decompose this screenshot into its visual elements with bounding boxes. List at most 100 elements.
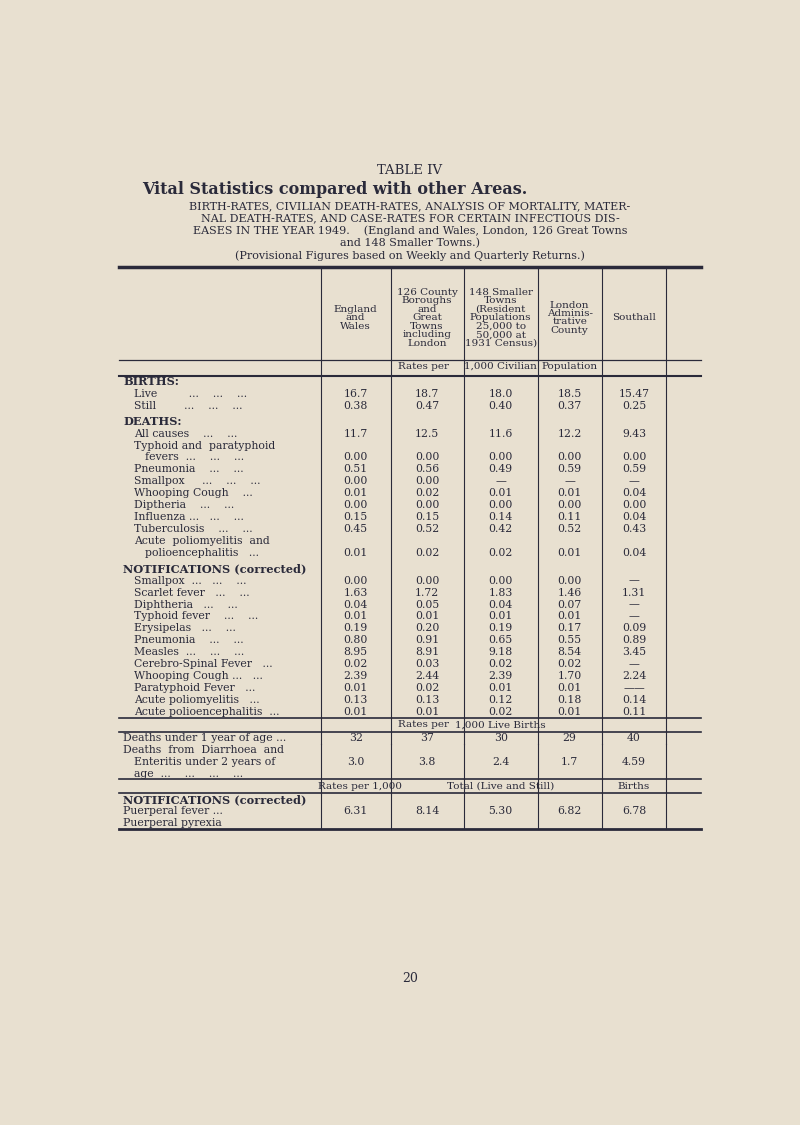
Text: 3.0: 3.0 [347,757,365,766]
Text: Vital Statistics compared with other Areas.: Vital Statistics compared with other Are… [142,181,528,198]
Text: 0.02: 0.02 [415,548,439,558]
Text: 0.15: 0.15 [344,512,368,522]
Text: 5.30: 5.30 [489,807,513,817]
Text: 18.5: 18.5 [558,389,582,399]
Text: London: London [550,300,590,309]
Text: 32: 32 [349,732,362,742]
Text: 0.59: 0.59 [622,465,646,475]
Text: 0.02: 0.02 [415,683,439,693]
Text: —: — [629,612,639,621]
Text: and: and [346,313,366,322]
Text: 37: 37 [420,732,434,742]
Text: —: — [629,600,639,610]
Text: 0.02: 0.02 [489,659,513,669]
Text: 0.05: 0.05 [415,600,439,610]
Text: Measles  ...    ...    ...: Measles ... ... ... [134,647,244,657]
Text: 0.19: 0.19 [489,623,513,633]
Text: Diptheria    ...    ...: Diptheria ... ... [134,501,234,510]
Text: 0.01: 0.01 [489,612,513,621]
Text: 0.65: 0.65 [489,636,513,646]
Text: 0.04: 0.04 [622,548,646,558]
Text: Cerebro-Spinal Fever   ...: Cerebro-Spinal Fever ... [134,659,273,669]
Text: Southall: Southall [612,313,656,322]
Text: Enteritis under 2 years of: Enteritis under 2 years of [134,757,275,766]
Text: fevers  ...    ...    ...: fevers ... ... ... [145,452,244,462]
Text: 40: 40 [627,732,641,742]
Text: 8.14: 8.14 [415,807,439,817]
Text: 0.09: 0.09 [622,623,646,633]
Text: 6.31: 6.31 [343,807,368,817]
Text: 126 County: 126 County [397,288,458,297]
Text: 0.17: 0.17 [558,623,582,633]
Text: 8.91: 8.91 [415,647,439,657]
Text: 0.89: 0.89 [622,636,646,646]
Text: 0.00: 0.00 [415,476,439,486]
Text: 0.80: 0.80 [343,636,368,646]
Text: 0.00: 0.00 [343,476,368,486]
Text: 0.00: 0.00 [558,576,582,586]
Text: 6.82: 6.82 [558,807,582,817]
Text: 30: 30 [494,732,508,742]
Text: Whooping Cough    ...: Whooping Cough ... [134,488,253,498]
Text: 8.95: 8.95 [344,647,368,657]
Text: —: — [629,659,639,669]
Text: 0.01: 0.01 [558,612,582,621]
Text: 0.04: 0.04 [489,600,513,610]
Text: Acute poliomyelitis   ...: Acute poliomyelitis ... [134,695,260,705]
Text: —: — [495,476,506,486]
Text: 0.01: 0.01 [415,612,439,621]
Text: age  ...    ...    ...    ...: age ... ... ... ... [134,768,243,778]
Text: 0.04: 0.04 [344,600,368,610]
Text: 0.00: 0.00 [558,452,582,462]
Text: Acute polioencephalitis  ...: Acute polioencephalitis ... [134,706,280,717]
Text: Rates per: Rates per [398,362,449,371]
Text: Boroughs: Boroughs [402,296,452,305]
Text: 2.39: 2.39 [344,672,368,681]
Text: 8.54: 8.54 [558,647,582,657]
Text: 0.52: 0.52 [415,524,439,534]
Text: 0.47: 0.47 [415,400,439,411]
Text: 0.00: 0.00 [415,501,439,510]
Text: County: County [550,326,589,335]
Text: 0.01: 0.01 [343,612,368,621]
Text: 11.6: 11.6 [489,429,513,439]
Text: 0.59: 0.59 [558,465,582,475]
Text: 0.01: 0.01 [489,683,513,693]
Text: 0.40: 0.40 [489,400,513,411]
Text: 0.03: 0.03 [415,659,439,669]
Text: trative: trative [552,317,587,326]
Text: 0.11: 0.11 [558,512,582,522]
Text: 0.18: 0.18 [558,695,582,705]
Text: Live         ...    ...    ...: Live ... ... ... [134,389,247,399]
Text: 0.00: 0.00 [622,501,646,510]
Text: Acute  poliomyelitis  and: Acute poliomyelitis and [134,536,270,546]
Text: Deaths  from  Diarrhoea  and: Deaths from Diarrhoea and [123,745,284,755]
Text: 0.38: 0.38 [343,400,368,411]
Text: 0.01: 0.01 [558,488,582,498]
Text: 0.11: 0.11 [622,706,646,717]
Text: 1.63: 1.63 [343,587,368,597]
Text: England: England [334,305,378,314]
Text: All causes    ...    ...: All causes ... ... [134,429,238,439]
Text: and: and [418,305,437,314]
Text: Rates per: Rates per [398,720,449,729]
Text: 29: 29 [562,732,577,742]
Text: (Resident: (Resident [475,305,526,314]
Text: DEATHS:: DEATHS: [123,416,182,428]
Text: 0.02: 0.02 [489,706,513,717]
Text: 4.59: 4.59 [622,757,646,766]
Text: 0.25: 0.25 [622,400,646,411]
Text: 12.5: 12.5 [415,429,439,439]
Text: 1.46: 1.46 [558,587,582,597]
Text: 0.00: 0.00 [622,452,646,462]
Text: (Provisional Figures based on Weekly and Quarterly Returns.): (Provisional Figures based on Weekly and… [235,251,585,261]
Text: 0.12: 0.12 [489,695,513,705]
Text: Pneumonia    ...    ...: Pneumonia ... ... [134,465,244,475]
Text: 1931 Census): 1931 Census) [465,339,537,348]
Text: 1.83: 1.83 [489,587,513,597]
Text: 11.7: 11.7 [344,429,368,439]
Text: 12.2: 12.2 [558,429,582,439]
Text: Puerperal fever ...: Puerperal fever ... [123,807,223,817]
Text: 1.72: 1.72 [415,587,439,597]
Text: Still        ...    ...    ...: Still ... ... ... [134,400,242,411]
